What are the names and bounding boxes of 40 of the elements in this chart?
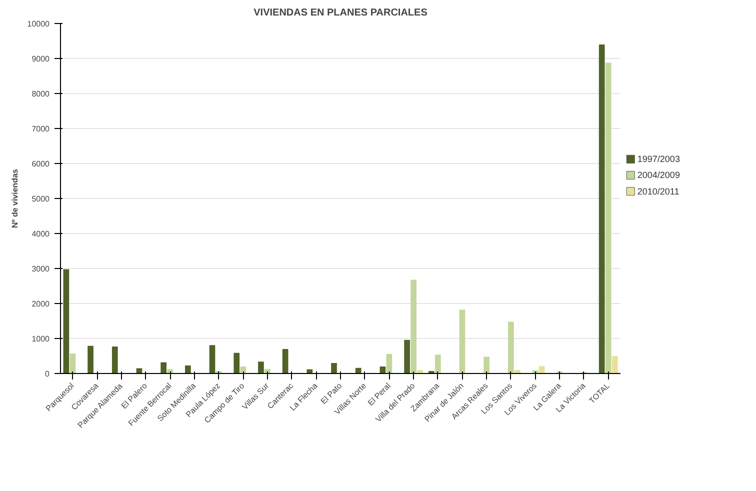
- bar: [484, 356, 490, 374]
- bar: [70, 354, 76, 374]
- y-tick-label: 10000: [27, 20, 50, 28]
- y-tick-label: 5000: [32, 194, 50, 204]
- bar: [404, 340, 410, 374]
- y-tick-label: 3000: [32, 264, 50, 274]
- bar: [234, 352, 240, 374]
- bar: [612, 356, 618, 374]
- bar: [63, 269, 70, 374]
- bar: [434, 354, 441, 374]
- bar: [605, 62, 612, 374]
- y-tick-label: 1000: [32, 334, 50, 344]
- y-axis-title: Nº de viviendas: [10, 168, 20, 228]
- bar: [209, 345, 216, 374]
- y-tick-label: 9000: [32, 54, 50, 64]
- bar: [508, 322, 514, 374]
- bar: [386, 354, 392, 374]
- chart-title: VIVIENDAS EN PLANES PARCIALES: [254, 8, 428, 18]
- bar: [112, 346, 118, 374]
- bar: [410, 280, 416, 374]
- bar: [282, 349, 288, 374]
- bar: [185, 365, 191, 374]
- bar: [355, 368, 362, 374]
- legend-label: 1997/2003: [637, 154, 680, 164]
- legend-label: 2010/2011: [637, 186, 680, 196]
- bar: [240, 366, 246, 374]
- bar: [459, 310, 466, 374]
- y-tick-label: 7000: [32, 124, 50, 134]
- legend-label: 2004/2009: [637, 170, 680, 180]
- bar: [331, 363, 337, 374]
- y-tick-label: 2000: [32, 300, 50, 308]
- bar: [598, 44, 605, 374]
- y-tick-label: 8000: [32, 90, 50, 98]
- y-tick-label: 0: [45, 370, 50, 378]
- bar: [258, 362, 264, 374]
- bar: [88, 346, 94, 374]
- y-tick-label: 4000: [32, 230, 50, 238]
- bar: [160, 362, 166, 374]
- y-tick-label: 6000: [32, 160, 50, 168]
- bar: [538, 366, 545, 374]
